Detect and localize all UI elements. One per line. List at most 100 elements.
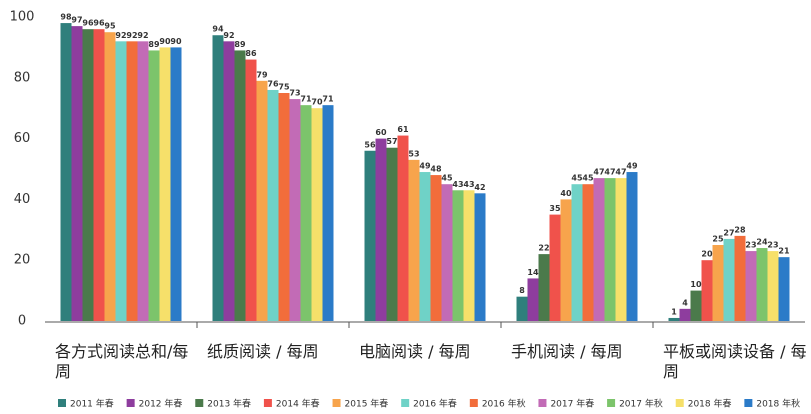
bar xyxy=(223,41,235,321)
value-label: 56 xyxy=(364,140,376,149)
legend-swatch xyxy=(332,399,341,407)
legend-swatch xyxy=(744,399,753,407)
bar xyxy=(778,257,790,321)
bar xyxy=(712,245,724,321)
legend-swatch xyxy=(263,399,272,407)
bar xyxy=(723,238,735,321)
legend-label: 2014 年春 xyxy=(276,398,320,410)
value-label: 92 xyxy=(115,31,126,40)
category-label: 纸质阅读 / 每周 xyxy=(207,342,319,361)
bar xyxy=(516,296,528,321)
legend-label: 2017 年秋 xyxy=(619,398,663,410)
y-tick-label: 0 xyxy=(18,314,26,329)
value-label: 79 xyxy=(256,70,268,79)
bar xyxy=(452,190,464,321)
bar xyxy=(527,278,539,321)
value-label: 89 xyxy=(234,40,246,49)
value-label: 73 xyxy=(289,89,300,98)
bar xyxy=(148,50,160,321)
value-label: 24 xyxy=(756,238,768,247)
legend-swatch xyxy=(58,399,66,407)
bar xyxy=(311,108,323,321)
value-label: 49 xyxy=(419,162,431,171)
bar xyxy=(278,93,290,321)
y-tick-label: 80 xyxy=(14,70,31,85)
bar xyxy=(375,138,387,321)
legend-swatch xyxy=(126,399,135,407)
bar xyxy=(256,80,268,321)
value-label: 23 xyxy=(745,241,756,250)
y-tick-label: 60 xyxy=(14,131,31,146)
bar xyxy=(397,135,409,321)
value-label: 28 xyxy=(734,225,746,234)
category-label: 电脑阅读 / 每周 xyxy=(359,342,471,361)
y-tick-label: 100 xyxy=(10,10,35,25)
legend-swatch xyxy=(401,399,410,407)
value-label: 43 xyxy=(452,180,463,189)
value-label: 21 xyxy=(778,247,790,256)
value-label: 45 xyxy=(441,174,453,183)
legend-label: 2013 年春 xyxy=(207,398,251,410)
value-label: 71 xyxy=(322,95,334,104)
value-label: 92 xyxy=(137,31,148,40)
bar xyxy=(745,251,757,321)
bar xyxy=(126,41,138,321)
value-label: 4 xyxy=(682,298,688,307)
value-label: 8 xyxy=(519,286,525,295)
bar xyxy=(234,50,246,321)
bar xyxy=(668,317,680,321)
bar xyxy=(115,41,127,321)
bar xyxy=(767,251,779,321)
bar xyxy=(756,248,768,321)
bar xyxy=(615,178,627,321)
category-label: 平板或阅读设备 / 每周 xyxy=(663,342,807,381)
value-label: 94 xyxy=(212,25,224,34)
value-label: 92 xyxy=(223,31,234,40)
value-label: 20 xyxy=(701,250,713,259)
bar xyxy=(267,89,279,322)
value-label: 89 xyxy=(148,40,160,49)
legend-swatch xyxy=(675,399,684,407)
value-label: 86 xyxy=(245,49,257,58)
category-label: 手机阅读 / 每周 xyxy=(511,342,623,361)
value-label: 22 xyxy=(538,244,549,253)
value-label: 98 xyxy=(60,13,72,22)
value-label: 45 xyxy=(571,174,583,183)
value-label: 57 xyxy=(386,137,397,146)
value-label: 27 xyxy=(723,228,734,237)
y-tick-label: 40 xyxy=(14,192,31,207)
bar xyxy=(386,147,398,321)
legend-label: 2016 年春 xyxy=(413,398,457,410)
bar xyxy=(408,159,420,321)
bar xyxy=(212,35,224,322)
value-label: 70 xyxy=(311,98,323,107)
bar xyxy=(137,41,149,321)
value-label: 45 xyxy=(582,174,594,183)
bar xyxy=(626,172,638,321)
value-label: 97 xyxy=(71,16,82,25)
value-label: 1 xyxy=(671,307,677,316)
bar xyxy=(300,105,312,321)
legend-label: 2017 年春 xyxy=(550,398,594,410)
bar xyxy=(71,26,83,322)
bar xyxy=(593,178,605,321)
value-label: 96 xyxy=(93,19,105,28)
value-label: 92 xyxy=(126,31,137,40)
value-label: 75 xyxy=(278,83,290,92)
value-label: 47 xyxy=(615,168,626,177)
bar xyxy=(364,150,376,321)
legend-label: 2018 年春 xyxy=(688,398,732,410)
bar xyxy=(734,235,746,321)
bar xyxy=(430,175,442,321)
value-label: 43 xyxy=(463,180,474,189)
value-label: 23 xyxy=(767,241,778,250)
value-label: 53 xyxy=(408,149,419,158)
legend-label: 2018 年秋 xyxy=(756,398,800,410)
bar xyxy=(322,105,334,321)
bar xyxy=(604,178,616,321)
value-label: 76 xyxy=(267,79,279,88)
value-label: 25 xyxy=(712,235,724,244)
bar xyxy=(419,172,431,321)
